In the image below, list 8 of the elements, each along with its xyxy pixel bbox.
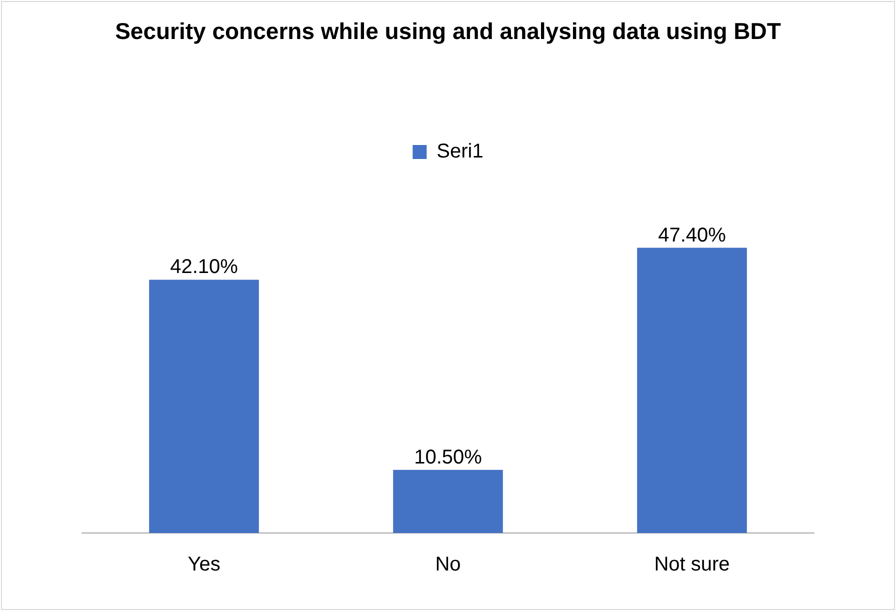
data-label: 42.10% (170, 256, 238, 278)
data-label: 47.40% (658, 224, 726, 246)
x-tick-label: No (435, 554, 461, 576)
chart-title: Security concerns while using and analysing data using BDT (114, 17, 782, 46)
data-label: 10.50% (414, 446, 482, 468)
legend-label: Seri1 (436, 140, 484, 163)
x-tick-label: Yes (188, 554, 220, 576)
x-tick-label: Not sure (654, 554, 730, 576)
